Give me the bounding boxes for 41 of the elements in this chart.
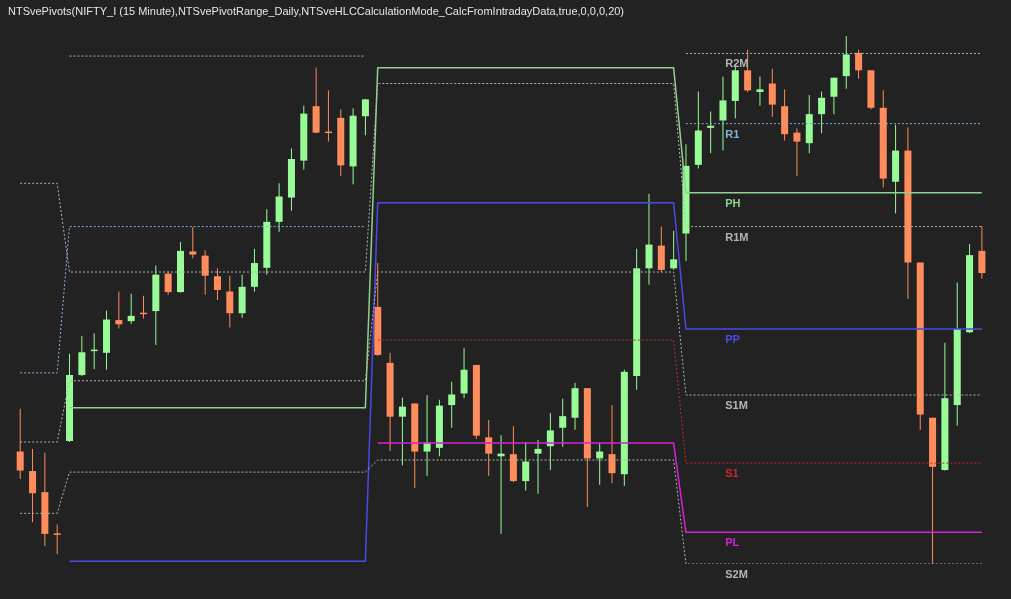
candlestick xyxy=(768,68,776,118)
candlestick xyxy=(189,226,197,259)
candlestick xyxy=(250,248,258,293)
candlestick xyxy=(645,193,653,286)
candlestick xyxy=(78,335,86,377)
candlestick xyxy=(201,249,209,296)
series-label: PP xyxy=(725,333,740,346)
candlestick xyxy=(559,398,567,448)
candlestick xyxy=(398,397,406,466)
candlestick xyxy=(448,381,456,429)
series-label: S1 xyxy=(725,467,739,480)
candlestick xyxy=(361,98,369,136)
candlestick xyxy=(793,127,801,177)
candlestick xyxy=(842,36,850,90)
candlestick xyxy=(53,523,61,555)
candlestick xyxy=(226,275,234,328)
series-label: R1 xyxy=(725,127,740,140)
candlestick xyxy=(707,111,715,154)
candlestick xyxy=(830,77,838,115)
candlestick xyxy=(460,347,468,399)
candlestick xyxy=(608,404,616,484)
series-label: R1M xyxy=(725,230,749,243)
candlestick xyxy=(670,230,678,271)
candlestick xyxy=(818,90,826,134)
candlestick xyxy=(719,76,727,152)
series-label: PH xyxy=(725,196,741,209)
candlestick xyxy=(756,76,764,107)
candlestick xyxy=(978,225,986,280)
candlestick xyxy=(855,49,863,80)
chart-title: NTSvePivots(NIFTY_I (15 Minute),NTSvePivotRange_Daily,NTSveHLCCalculationMode_CalcFromIntradayData,true,0,0,0,20) xyxy=(8,5,625,17)
candlestick xyxy=(29,448,37,523)
candlestick xyxy=(16,408,24,480)
series-label: S2M xyxy=(725,568,748,580)
series-label: PL xyxy=(725,536,740,549)
candlestick xyxy=(115,291,123,330)
candlestick xyxy=(127,293,135,325)
candlestick xyxy=(522,441,530,492)
series-label: S1M xyxy=(725,399,748,412)
candlestick xyxy=(213,267,221,301)
candlestick xyxy=(534,439,542,495)
candlestick xyxy=(485,419,493,477)
